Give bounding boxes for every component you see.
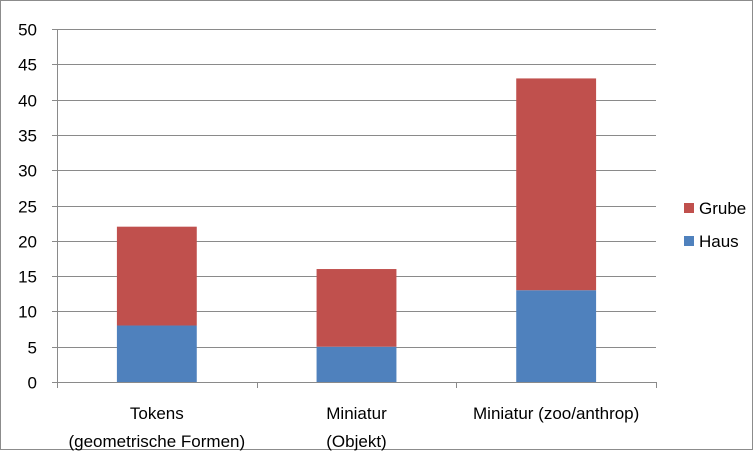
y-tick-label-30: 30	[18, 162, 37, 181]
bar-grube-2	[516, 78, 597, 291]
legend: Grube Haus	[684, 199, 746, 251]
y-tick-label-15: 15	[18, 268, 37, 287]
y-tick-label-25: 25	[18, 198, 37, 217]
bar-haus-0	[116, 325, 197, 382]
bar-grube-0	[116, 226, 197, 326]
y-tick-label-0: 0	[28, 374, 37, 393]
bar-grube-1	[316, 269, 397, 347]
bars	[116, 78, 597, 382]
axes: 0 5 10 15 20 25 30 35 40 45 50 Tokens (geometrische …	[18, 21, 657, 451]
x-tick-label-2-0: Miniatur (zoo/anthrop)	[473, 404, 639, 423]
y-tick-label-35: 35	[18, 127, 37, 146]
y-tick-label-10: 10	[18, 303, 37, 322]
x-tick-label-0-0: Tokens	[130, 404, 184, 423]
y-tick-label-20: 20	[18, 233, 37, 252]
x-tick-label-0-1: (geometrische Formen)	[68, 432, 245, 451]
y-tick-label-5: 5	[28, 339, 37, 358]
bar-haus-2	[516, 290, 597, 382]
x-tick-label-1-1: (Objekt)	[326, 432, 386, 451]
y-tick-label-50: 50	[18, 21, 37, 40]
y-tick-label-40: 40	[18, 92, 37, 111]
legend-label-grube: Grube	[699, 199, 746, 218]
legend-label-haus: Haus	[699, 232, 739, 251]
legend-swatch-grube	[684, 203, 694, 213]
bar-haus-1	[316, 346, 397, 382]
x-tick-label-1-0: Miniatur	[326, 404, 387, 423]
y-tick-label-45: 45	[18, 56, 37, 75]
legend-swatch-haus	[684, 236, 694, 246]
